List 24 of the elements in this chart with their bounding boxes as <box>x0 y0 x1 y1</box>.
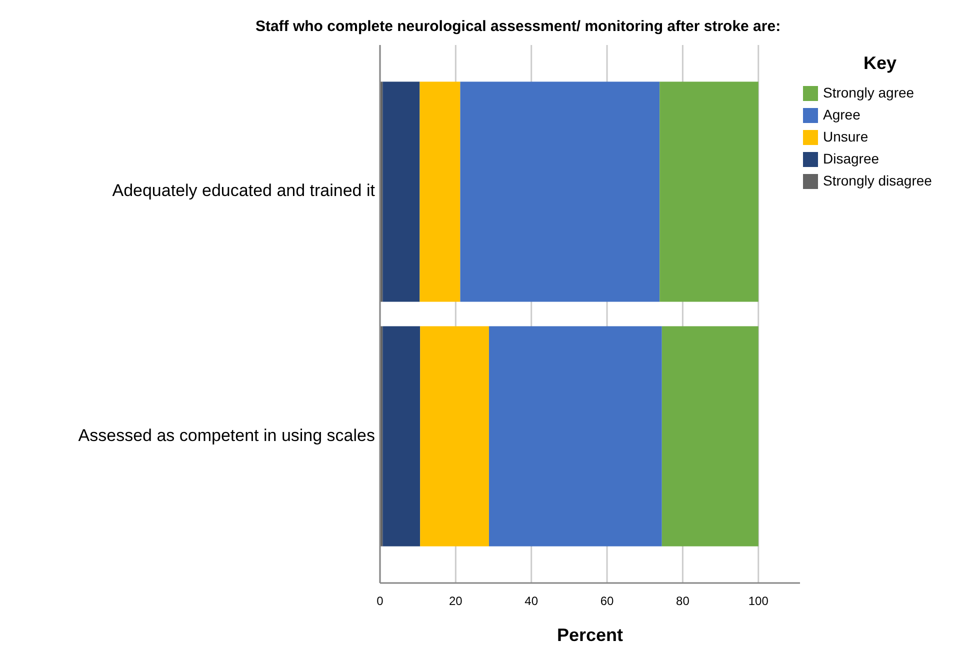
legend-label: Unsure <box>823 128 868 145</box>
x-tick-label: 0 <box>376 594 384 608</box>
x-tick-label: 40 <box>524 594 538 608</box>
y-tick-label: Adequately educated and trained it <box>112 181 376 200</box>
x-tick-label: 80 <box>676 594 690 608</box>
x-tick-label: 100 <box>748 594 769 608</box>
bar <box>660 82 758 302</box>
legend-label: Disagree <box>823 150 880 167</box>
y-tick-label: Assessed as competent in using scales <box>78 426 375 445</box>
x-tick-label: 20 <box>448 594 463 608</box>
legend-label: Agree <box>823 106 861 123</box>
bar <box>488 326 662 546</box>
bar <box>420 326 489 546</box>
bar <box>420 82 460 302</box>
bar <box>460 82 660 302</box>
chart-title: Staff who complete neurological assessment/ monitoring after stroke are: <box>255 18 781 35</box>
x-axis-title: Percent <box>556 625 624 645</box>
x-tick-label: 60 <box>600 594 614 608</box>
legend-label: Strongly agree <box>823 84 914 101</box>
legend-label: Strongly disagree <box>823 172 932 189</box>
bar <box>382 82 420 302</box>
bar <box>382 326 420 546</box>
legend-title: Key <box>863 53 897 73</box>
bar <box>662 326 758 546</box>
